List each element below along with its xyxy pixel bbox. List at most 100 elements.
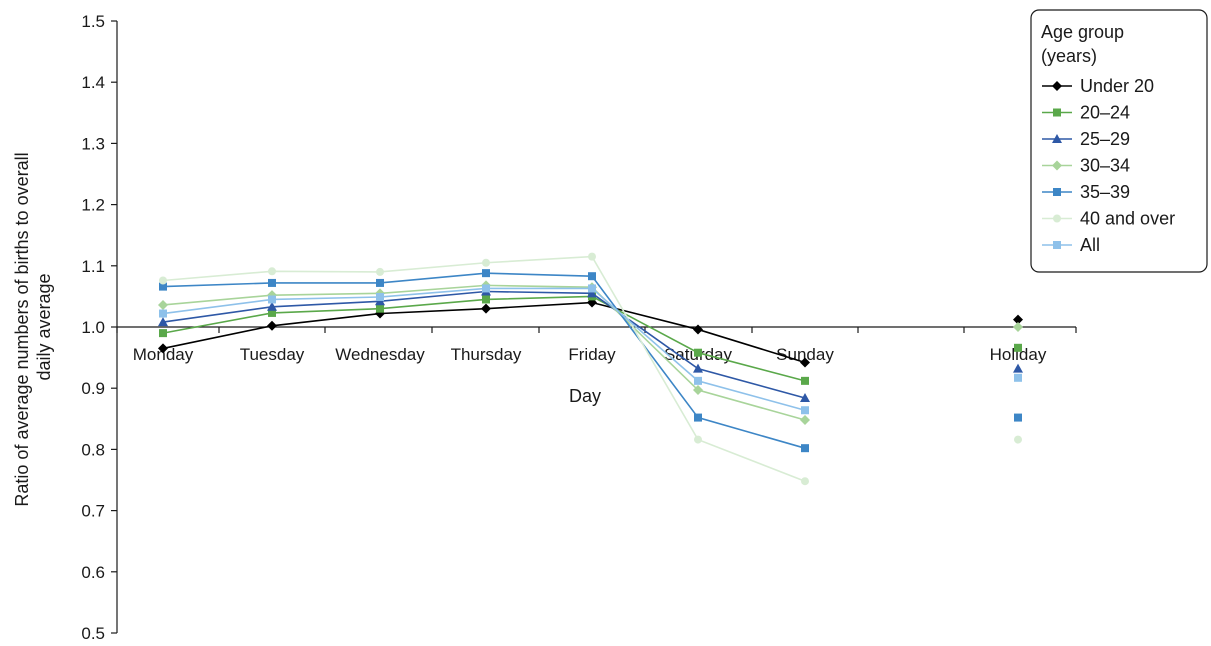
- y-tick-label: 1.2: [81, 196, 105, 215]
- legend-label: All: [1080, 235, 1100, 255]
- y-axis-title: Ratio of average numbers of births to ov…: [12, 147, 54, 506]
- data-point: [481, 303, 491, 314]
- data-point: [1013, 363, 1023, 373]
- y-tick-label: 0.9: [81, 379, 105, 398]
- data-point: [482, 269, 490, 278]
- data-point: [376, 278, 384, 287]
- data-point: [588, 252, 596, 261]
- legend-swatch-marker: [1053, 241, 1061, 249]
- legend-label: 25–29: [1080, 129, 1130, 149]
- data-point: [159, 276, 167, 285]
- y-axis: 0.5 0.6 0.7 0.8 0.9 1.0 1.1 1.2 1.3 1.4 1.5: [81, 12, 118, 643]
- x-tick-label: Tuesday: [240, 345, 305, 364]
- data-point: [694, 413, 702, 422]
- y-tick-label: 1.5: [81, 12, 105, 31]
- legend-entry: 35–39: [1042, 182, 1130, 202]
- legend-label: 20–24: [1080, 103, 1130, 123]
- y-tick-label: 0.5: [81, 624, 105, 643]
- legend-entry: Under 20: [1042, 76, 1154, 96]
- legend-swatch-marker: [1052, 134, 1062, 143]
- data-point: [159, 329, 167, 338]
- legend-title-line-2: (years): [1041, 46, 1097, 66]
- data-point: [159, 282, 167, 291]
- data-point: [268, 308, 276, 317]
- data-point: [1013, 322, 1023, 332]
- data-point: [482, 258, 490, 267]
- data-point: [1013, 314, 1023, 325]
- y-tick-label: 1.1: [81, 257, 105, 276]
- data-point: [268, 278, 276, 287]
- data-point: [587, 288, 597, 298]
- data-point: [801, 444, 809, 453]
- x-axis-tick-labels: MondayTuesdayWednesdayThursdayFridaySatu…: [133, 345, 1047, 364]
- legend-entries: Under 20 20–24 25–29 30–34 35–39 40 and over A…: [1042, 76, 1175, 255]
- data-point: [800, 415, 810, 426]
- legend-label: 40 and over: [1080, 209, 1175, 229]
- data-point: [376, 267, 384, 276]
- legend-swatch-marker: [1053, 108, 1061, 117]
- data-point: [268, 267, 276, 276]
- data-point: [800, 357, 810, 368]
- legend-label: Under 20: [1080, 76, 1154, 96]
- data-point: [588, 272, 596, 281]
- y-tick-label: 0.6: [81, 563, 105, 582]
- data-point: [693, 363, 703, 373]
- x-axis-title: Day: [569, 386, 601, 406]
- data-point: [1014, 435, 1022, 444]
- data-point: [694, 435, 702, 444]
- legend-swatch-marker: [1053, 214, 1061, 223]
- data-point: [1014, 343, 1022, 352]
- legend-swatch-marker: [1052, 160, 1062, 171]
- data-point: [159, 309, 167, 318]
- y-axis-title-line-1: Ratio of average numbers of births to ov…: [12, 152, 32, 506]
- data-point: [588, 284, 596, 293]
- x-tick-label: Friday: [568, 345, 616, 364]
- data-point: [801, 376, 809, 385]
- data-point: [267, 320, 277, 331]
- legend-entry: 40 and over: [1042, 209, 1175, 229]
- data-point: [1014, 373, 1022, 382]
- data-point: [158, 317, 168, 327]
- series: [159, 252, 1022, 486]
- series-group: [158, 252, 1023, 486]
- x-tick-label: Wednesday: [335, 345, 425, 364]
- x-tick-label: Sunday: [776, 345, 834, 364]
- legend-title-line-1: Age group: [1041, 22, 1124, 42]
- data-point: [801, 406, 809, 415]
- x-tick-label: Holiday: [990, 345, 1047, 364]
- x-tick-label: Thursday: [451, 345, 522, 364]
- legend-box: [1030, 9, 1208, 273]
- legend-label: 35–39: [1080, 182, 1130, 202]
- data-point: [693, 324, 703, 335]
- y-tick-label: 1.0: [81, 318, 105, 337]
- legend-label: 30–34: [1080, 156, 1130, 176]
- data-point: [482, 284, 490, 293]
- data-point: [1014, 413, 1022, 422]
- x-axis-baseline: [116, 326, 1077, 333]
- y-tick-label: 0.8: [81, 440, 105, 459]
- legend-swatch-marker: [1053, 188, 1061, 196]
- legend: Age group (years) Under 20 20–24 25–29 30–3…: [1030, 9, 1208, 273]
- legend-entry: All: [1042, 235, 1100, 255]
- legend-entry: 30–34: [1042, 156, 1130, 176]
- legend-entry: 20–24: [1042, 103, 1130, 123]
- legend-entry: 25–29: [1042, 129, 1130, 149]
- data-point: [482, 295, 490, 304]
- y-tick-label: 0.7: [81, 502, 105, 521]
- y-tick-label: 1.4: [81, 73, 105, 92]
- data-point: [158, 343, 168, 354]
- x-tick-label: Monday: [133, 345, 194, 364]
- series: [159, 269, 1022, 453]
- data-point: [268, 295, 276, 304]
- data-point: [376, 304, 384, 313]
- y-axis-title-line-2: daily average: [34, 273, 54, 380]
- data-point: [694, 348, 702, 357]
- data-point: [800, 392, 810, 402]
- data-point: [693, 385, 703, 396]
- data-point: [376, 293, 384, 302]
- data-point: [267, 301, 277, 311]
- y-tick-label: 1.3: [81, 134, 105, 153]
- series: [159, 284, 1022, 415]
- data-point: [694, 376, 702, 385]
